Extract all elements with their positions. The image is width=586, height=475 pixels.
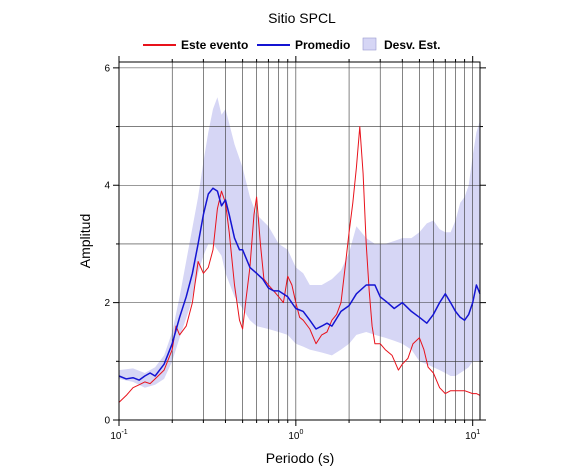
std-band: [119, 97, 480, 388]
y-tick-label: 2: [104, 298, 110, 309]
y-tick-label: 0: [104, 416, 110, 427]
std-band-layer: [119, 97, 480, 388]
chart-title: Sitio SPCL: [268, 10, 336, 26]
x-tick-label: 10-1: [110, 429, 127, 442]
legend-label: Promedio: [295, 38, 350, 52]
series-line-promedio: [118, 187, 481, 381]
series-line-este-evento: [118, 126, 481, 403]
y-tick-label: 6: [104, 63, 110, 74]
y-tick-label: 4: [104, 181, 110, 192]
series-layer: [118, 126, 481, 403]
plot-area: 10-1 100 101 0 2 4 6: [104, 56, 486, 442]
x-tick-label: 100: [288, 429, 303, 442]
legend: Este evento Promedio Desv. Est.: [143, 37, 440, 52]
plot-frame: [118, 61, 481, 421]
legend-swatch-band: [362, 37, 377, 51]
legend-label: Este evento: [181, 38, 248, 52]
y-axis-label: Amplitud: [77, 214, 93, 268]
x-axis-label: Periodo (s): [266, 450, 334, 466]
grid-layer: [118, 62, 480, 420]
x-tick-label: 101: [465, 429, 480, 442]
legend-label: Desv. Est.: [384, 38, 440, 52]
ticks-layer: 10-1 100 101 0 2 4 6: [104, 56, 486, 442]
